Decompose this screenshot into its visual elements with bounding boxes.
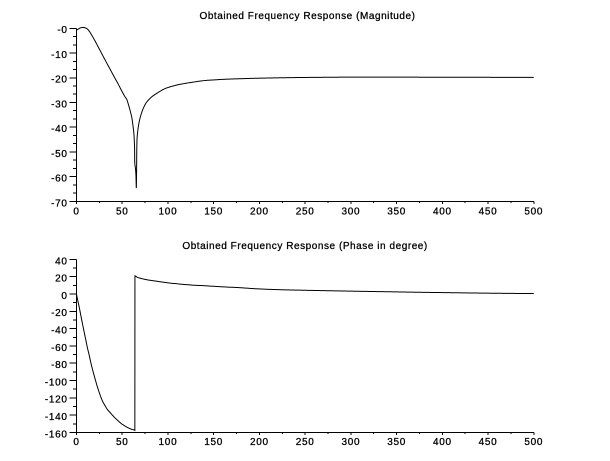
svg-text:500: 500: [524, 207, 543, 218]
svg-text:Obtained Frequency Response (P: Obtained Frequency Response (Phase in de…: [182, 241, 427, 252]
svg-text:250: 250: [296, 437, 315, 448]
svg-text:-20: -20: [51, 75, 68, 86]
svg-text:50: 50: [116, 207, 129, 218]
svg-text:350: 350: [387, 207, 406, 218]
svg-text:20: 20: [55, 274, 68, 285]
svg-text:300: 300: [341, 207, 360, 218]
svg-text:300: 300: [341, 437, 360, 448]
svg-text:-80: -80: [51, 360, 68, 371]
svg-text:Obtained Frequency Response (M: Obtained Frequency Response (Magnitude): [199, 11, 415, 22]
svg-text:-40: -40: [51, 326, 68, 337]
svg-text:-50: -50: [51, 149, 68, 160]
svg-text:-20: -20: [51, 308, 68, 319]
svg-text:0: 0: [61, 291, 67, 302]
svg-text:250: 250: [296, 207, 315, 218]
svg-text:-10: -10: [51, 50, 68, 61]
svg-text:200: 200: [250, 207, 269, 218]
svg-text:500: 500: [524, 437, 543, 448]
svg-text:150: 150: [204, 437, 223, 448]
svg-text:400: 400: [433, 207, 452, 218]
svg-text:-60: -60: [51, 343, 68, 354]
svg-text:0: 0: [73, 207, 79, 218]
svg-text:400: 400: [433, 437, 452, 448]
svg-text:150: 150: [204, 207, 223, 218]
svg-text:50: 50: [116, 437, 129, 448]
svg-text:-70: -70: [51, 198, 68, 209]
svg-text:-60: -60: [51, 174, 68, 185]
svg-text:100: 100: [159, 437, 178, 448]
svg-text:-40: -40: [51, 124, 68, 135]
svg-text:450: 450: [479, 437, 498, 448]
svg-text:450: 450: [479, 207, 498, 218]
svg-text:0: 0: [73, 437, 79, 448]
svg-text:350: 350: [387, 437, 406, 448]
svg-text:-30: -30: [51, 99, 68, 110]
svg-text:40: 40: [55, 256, 68, 267]
svg-text:200: 200: [250, 437, 269, 448]
svg-text:-0: -0: [57, 25, 67, 36]
svg-text:-100: -100: [45, 377, 68, 388]
svg-text:-140: -140: [45, 412, 68, 423]
svg-text:-160: -160: [45, 429, 68, 440]
svg-text:-120: -120: [45, 395, 68, 406]
svg-text:100: 100: [159, 207, 178, 218]
